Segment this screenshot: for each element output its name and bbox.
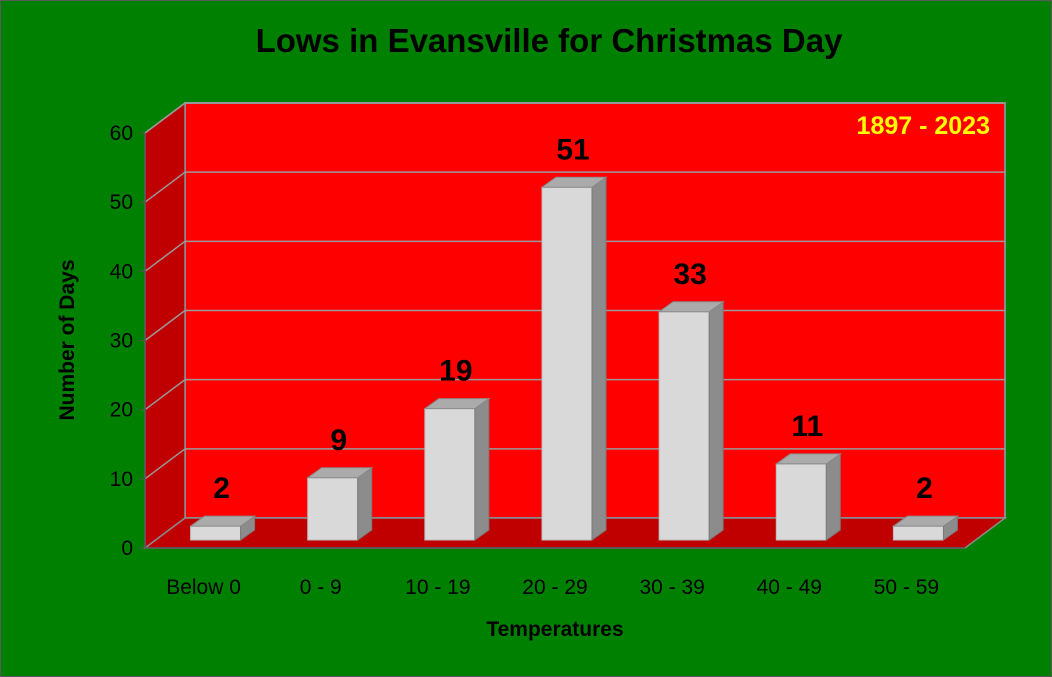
bar-group <box>189 515 257 541</box>
x-tick-label: 30 - 39 <box>639 576 704 599</box>
y-tick-label: 0 <box>121 537 133 560</box>
bar-top <box>774 453 842 465</box>
x-tick-label: 20 - 29 <box>522 576 587 599</box>
bar-top <box>306 467 374 479</box>
bar-group <box>306 466 374 541</box>
y-tick-label: 10 <box>110 468 133 491</box>
bar-group <box>657 300 725 541</box>
gridline-side <box>144 309 186 342</box>
bar-side <box>357 466 373 541</box>
x-axis-label: Temperatures <box>486 618 624 641</box>
bar-data-label: 9 <box>330 424 347 457</box>
chart-title: Lows in Evansville for Christmas Day <box>255 22 843 59</box>
bar-group <box>423 397 491 541</box>
bar-side <box>591 176 607 541</box>
x-tick-label: 50 - 59 <box>874 576 939 599</box>
bar-group <box>774 452 842 541</box>
y-tick-label: 30 <box>110 330 133 353</box>
x-tick-label: 0 - 9 <box>300 576 342 599</box>
bar-front <box>190 525 242 541</box>
bar-data-label: 33 <box>673 258 706 291</box>
year-range-annotation: 1897 - 2023 <box>856 112 990 140</box>
bar-front <box>541 186 593 541</box>
bar-side <box>708 300 724 541</box>
x-tick-label: Below 0 <box>166 576 241 599</box>
y-tick-label: 50 <box>110 191 133 214</box>
bar-group <box>540 176 608 541</box>
gridline-side <box>144 448 186 480</box>
bar-side <box>474 397 490 541</box>
bar-front <box>658 311 710 541</box>
y-axis-label: Number of Days <box>56 259 79 421</box>
bar-front <box>424 408 476 541</box>
bar-front <box>307 477 359 541</box>
gridline-side <box>144 102 186 134</box>
bar-front <box>775 463 827 541</box>
gridline-side <box>144 171 186 203</box>
bar-top <box>423 398 491 410</box>
bar-group <box>891 515 959 541</box>
bar-top <box>189 515 257 527</box>
bar-data-label: 19 <box>439 355 472 388</box>
gridline-side <box>144 379 186 411</box>
bar-side <box>825 452 841 541</box>
bar-data-label: 2 <box>916 472 933 505</box>
y-tick-label: 20 <box>110 399 133 422</box>
gridline-side <box>144 240 186 272</box>
bar-data-label: 11 <box>791 410 823 443</box>
bar-top <box>891 515 959 527</box>
x-tick-label: 10 - 19 <box>405 576 470 599</box>
y-tick-label: 40 <box>110 260 133 283</box>
bar-front <box>892 525 944 541</box>
bar-data-label: 51 <box>556 133 589 166</box>
bar-data-label: 2 <box>213 472 230 505</box>
bar-top <box>657 301 725 313</box>
bar-top <box>540 176 608 188</box>
x-tick-label: 40 - 49 <box>757 576 822 599</box>
y-tick-label: 60 <box>110 122 133 145</box>
